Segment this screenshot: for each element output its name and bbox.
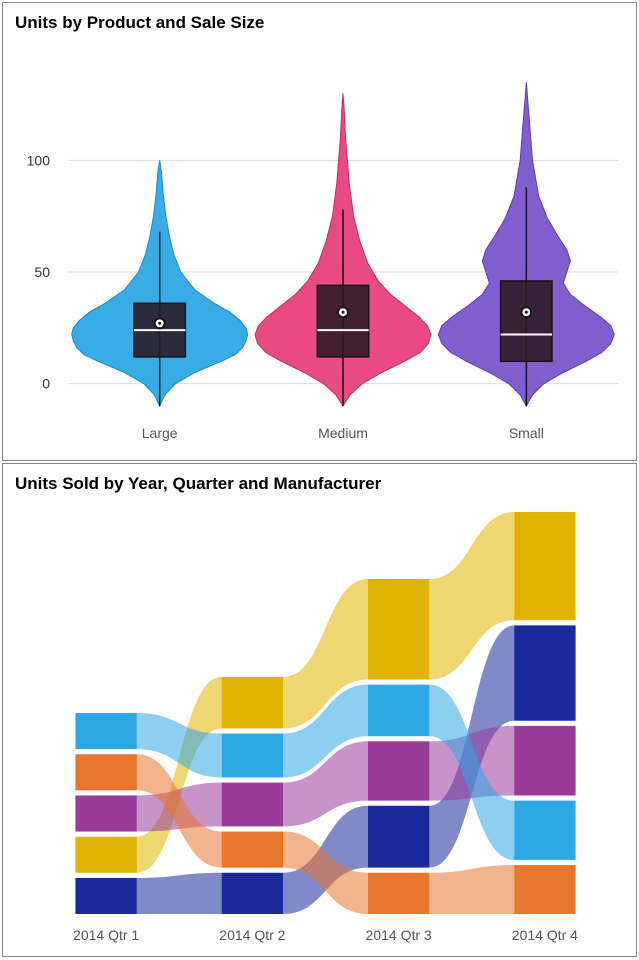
ribbon-bar (368, 685, 429, 737)
ribbon-bar (222, 734, 283, 778)
ytick-label: 0 (42, 376, 50, 392)
mean-marker (342, 311, 345, 314)
violin-title: Units by Product and Sale Size (15, 13, 626, 33)
quarter-label: 2014 Qtr 3 (366, 927, 432, 943)
quarter-label: 2014 Qtr 2 (219, 927, 285, 943)
ribbon-bar (514, 726, 575, 796)
ribbon-bar (222, 873, 283, 914)
ribbon-connector (137, 873, 222, 914)
category-label: Large (142, 425, 178, 441)
box (501, 281, 552, 361)
ribbon-bar (514, 512, 575, 620)
ribbon-chart: 2014 Qtr 1 2014 Qtr 2 2014 Qtr 3 2014 Qtr 4 (13, 502, 628, 952)
ribbon-bar (368, 806, 429, 868)
quarter-label: 2014 Qtr 4 (512, 927, 578, 943)
ribbon-bar (368, 579, 429, 680)
ribbon-connector (429, 865, 514, 914)
violin-chart: 0 50 100 Large Medium Small (13, 41, 628, 456)
ribbon-bar (75, 795, 136, 831)
ribbon-bar (222, 832, 283, 868)
ribbon-bar (222, 677, 283, 729)
mean-marker (525, 311, 528, 314)
mean-marker (158, 322, 161, 325)
ribbon-title: Units Sold by Year, Quarter and Manufact… (15, 474, 626, 494)
ribbon-bar (368, 741, 429, 800)
ribbon-bar (514, 801, 575, 860)
ribbon-bar (75, 837, 136, 873)
ribbon-bar (514, 865, 575, 914)
box (317, 285, 368, 356)
ribbon-bar (75, 878, 136, 914)
quarter-label: 2014 Qtr 1 (73, 927, 139, 943)
ribbon-bar (368, 873, 429, 914)
category-label: Medium (318, 425, 368, 441)
ytick-label: 100 (27, 152, 51, 168)
violin-panel: Units by Product and Sale Size 0 50 100 Lar… (2, 2, 637, 461)
category-label: Small (509, 425, 544, 441)
ribbon-panel: Units Sold by Year, Quarter and Manufact… (2, 463, 637, 957)
ribbon-bar (222, 783, 283, 827)
ribbon-bar (75, 754, 136, 790)
ribbon-bar (75, 713, 136, 749)
ribbon-bar (514, 625, 575, 720)
ytick-label: 50 (34, 264, 50, 280)
